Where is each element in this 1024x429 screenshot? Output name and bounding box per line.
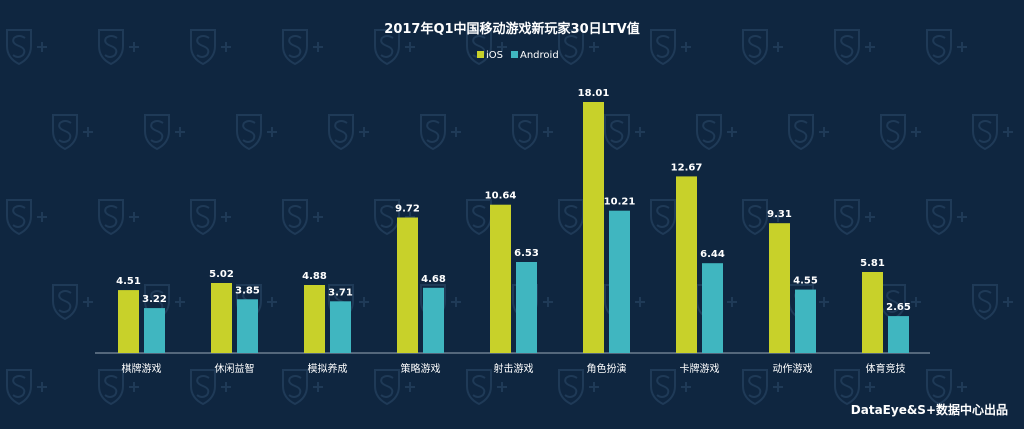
bar-android: [330, 301, 351, 353]
bar-ios: [490, 204, 511, 353]
data-label-android: 3.22: [142, 294, 167, 305]
watermark-shield-icon: [742, 369, 783, 406]
x-tick-label: 模拟养成: [308, 362, 348, 375]
watermark-shield-icon: [236, 114, 277, 151]
data-label-ios: 18.01: [578, 88, 610, 99]
bar-ios: [211, 283, 232, 353]
watermark-shield-icon: [190, 29, 231, 66]
watermark-shield-icon: [190, 199, 231, 236]
x-tick-labels: 棋牌游戏 休闲益智 模拟养成 策略游戏 射击游戏 角色扮演 卡牌游戏 动作游戏 体育竞技: [122, 362, 906, 375]
watermark-shield-icon: [6, 369, 47, 406]
bar-android: [609, 210, 630, 353]
data-label-ios: 4.51: [116, 276, 141, 287]
watermark-shield-icon: [328, 114, 369, 151]
watermark-shield-icon: [972, 114, 1013, 151]
watermark-shield-icon: [650, 29, 691, 66]
x-tick-label: 体育竞技: [866, 362, 906, 375]
watermark-shield-icon: [696, 114, 737, 151]
watermark-shield-icon: [926, 29, 967, 66]
watermark-shield-icon: [512, 114, 553, 151]
watermark-shield-icon: [466, 369, 507, 406]
legend: iOS Android: [477, 50, 559, 61]
watermark-shield-icon: [52, 114, 93, 151]
bar-android: [423, 287, 444, 353]
watermark-shield-icon: [98, 369, 139, 406]
bar-ios: [676, 176, 697, 353]
watermark-shield-icon: [374, 29, 415, 66]
data-label-ios: 12.67: [671, 162, 703, 173]
watermark-shield-icon: [52, 284, 93, 321]
data-label-android: 4.55: [793, 276, 818, 287]
watermark-shield-icon: [144, 114, 185, 151]
bar-ios: [769, 223, 790, 353]
watermark-shield-icon: [880, 114, 921, 151]
watermark-shield-icon: [742, 29, 783, 66]
watermark-shield-icon: [834, 29, 875, 66]
bar-android: [888, 316, 909, 353]
watermark-shield-icon: [190, 369, 231, 406]
bar-android: [702, 263, 723, 353]
watermark-shield-icon: [282, 369, 323, 406]
bar-ios: [118, 290, 139, 353]
watermark-shield-icon: [742, 199, 783, 236]
data-label-ios: 10.64: [485, 191, 517, 202]
data-label-android: 3.71: [328, 287, 353, 298]
bar-ios: [862, 272, 883, 353]
legend-label-android: Android: [520, 50, 559, 61]
bar-ios: [583, 102, 604, 353]
watermark-shield-icon: [558, 29, 599, 66]
watermark-shield-icon: [98, 29, 139, 66]
bar-series-group: 4.513.22 5.023.85 4.883.71 9.72 4.68 10.64 6.5…: [116, 88, 911, 353]
watermark-shield-icon: [374, 369, 415, 406]
x-tick-label: 射击游戏: [494, 362, 534, 375]
x-tick-label: 角色扮演: [587, 362, 627, 375]
credit-text: DataEye&S+数据中心出品: [851, 402, 1008, 417]
watermark-shield-icon: [834, 199, 875, 236]
watermark-shield-icon: [972, 284, 1013, 321]
legend-label-ios: iOS: [486, 50, 503, 61]
data-label-android: 2.65: [886, 302, 911, 313]
watermark-shield-icon: [6, 199, 47, 236]
data-label-ios: 9.31: [767, 209, 792, 220]
data-label-android: 6.44: [700, 249, 725, 260]
data-label-android: 4.68: [421, 274, 446, 285]
bar-android: [144, 308, 165, 353]
bar-android: [516, 262, 537, 353]
watermark-shield-icon: [282, 199, 323, 236]
x-tick-label: 动作游戏: [773, 362, 813, 375]
watermark-shield-icon: [926, 199, 967, 236]
data-label-ios: 5.81: [860, 258, 885, 269]
watermark-shield-icon: [788, 114, 829, 151]
watermark-shield-icon: [282, 29, 323, 66]
watermark-shield-icon: [650, 369, 691, 406]
data-label-ios: 4.88: [302, 271, 327, 282]
watermark-shield-icon: [604, 114, 645, 151]
x-tick-label: 棋牌游戏: [122, 362, 162, 375]
watermark-shield-icon: [926, 369, 967, 406]
bar-android: [795, 289, 816, 353]
data-label-android: 10.21: [604, 197, 636, 208]
x-tick-label: 策略游戏: [401, 362, 441, 375]
legend-swatch-android: [511, 51, 518, 58]
data-label-android: 3.85: [235, 285, 260, 296]
watermark-shield-icon: [558, 369, 599, 406]
chart-title: 2017年Q1中国移动游戏新玩家30日LTV值: [384, 21, 639, 37]
x-tick-label: 休闲益智: [215, 362, 255, 375]
watermark-shield-icon: [420, 114, 461, 151]
bar-ios: [304, 285, 325, 353]
data-label-ios: 9.72: [395, 204, 420, 215]
data-label-android: 6.53: [514, 248, 539, 259]
watermark-shield-icon: [98, 199, 139, 236]
legend-swatch-ios: [477, 51, 484, 58]
bar-ios: [397, 217, 418, 353]
data-label-ios: 5.02: [209, 269, 234, 280]
bar-android: [237, 299, 258, 353]
watermark-shield-icon: [834, 369, 875, 406]
x-tick-label: 卡牌游戏: [680, 362, 720, 375]
watermark-shield-icon: [6, 29, 47, 66]
